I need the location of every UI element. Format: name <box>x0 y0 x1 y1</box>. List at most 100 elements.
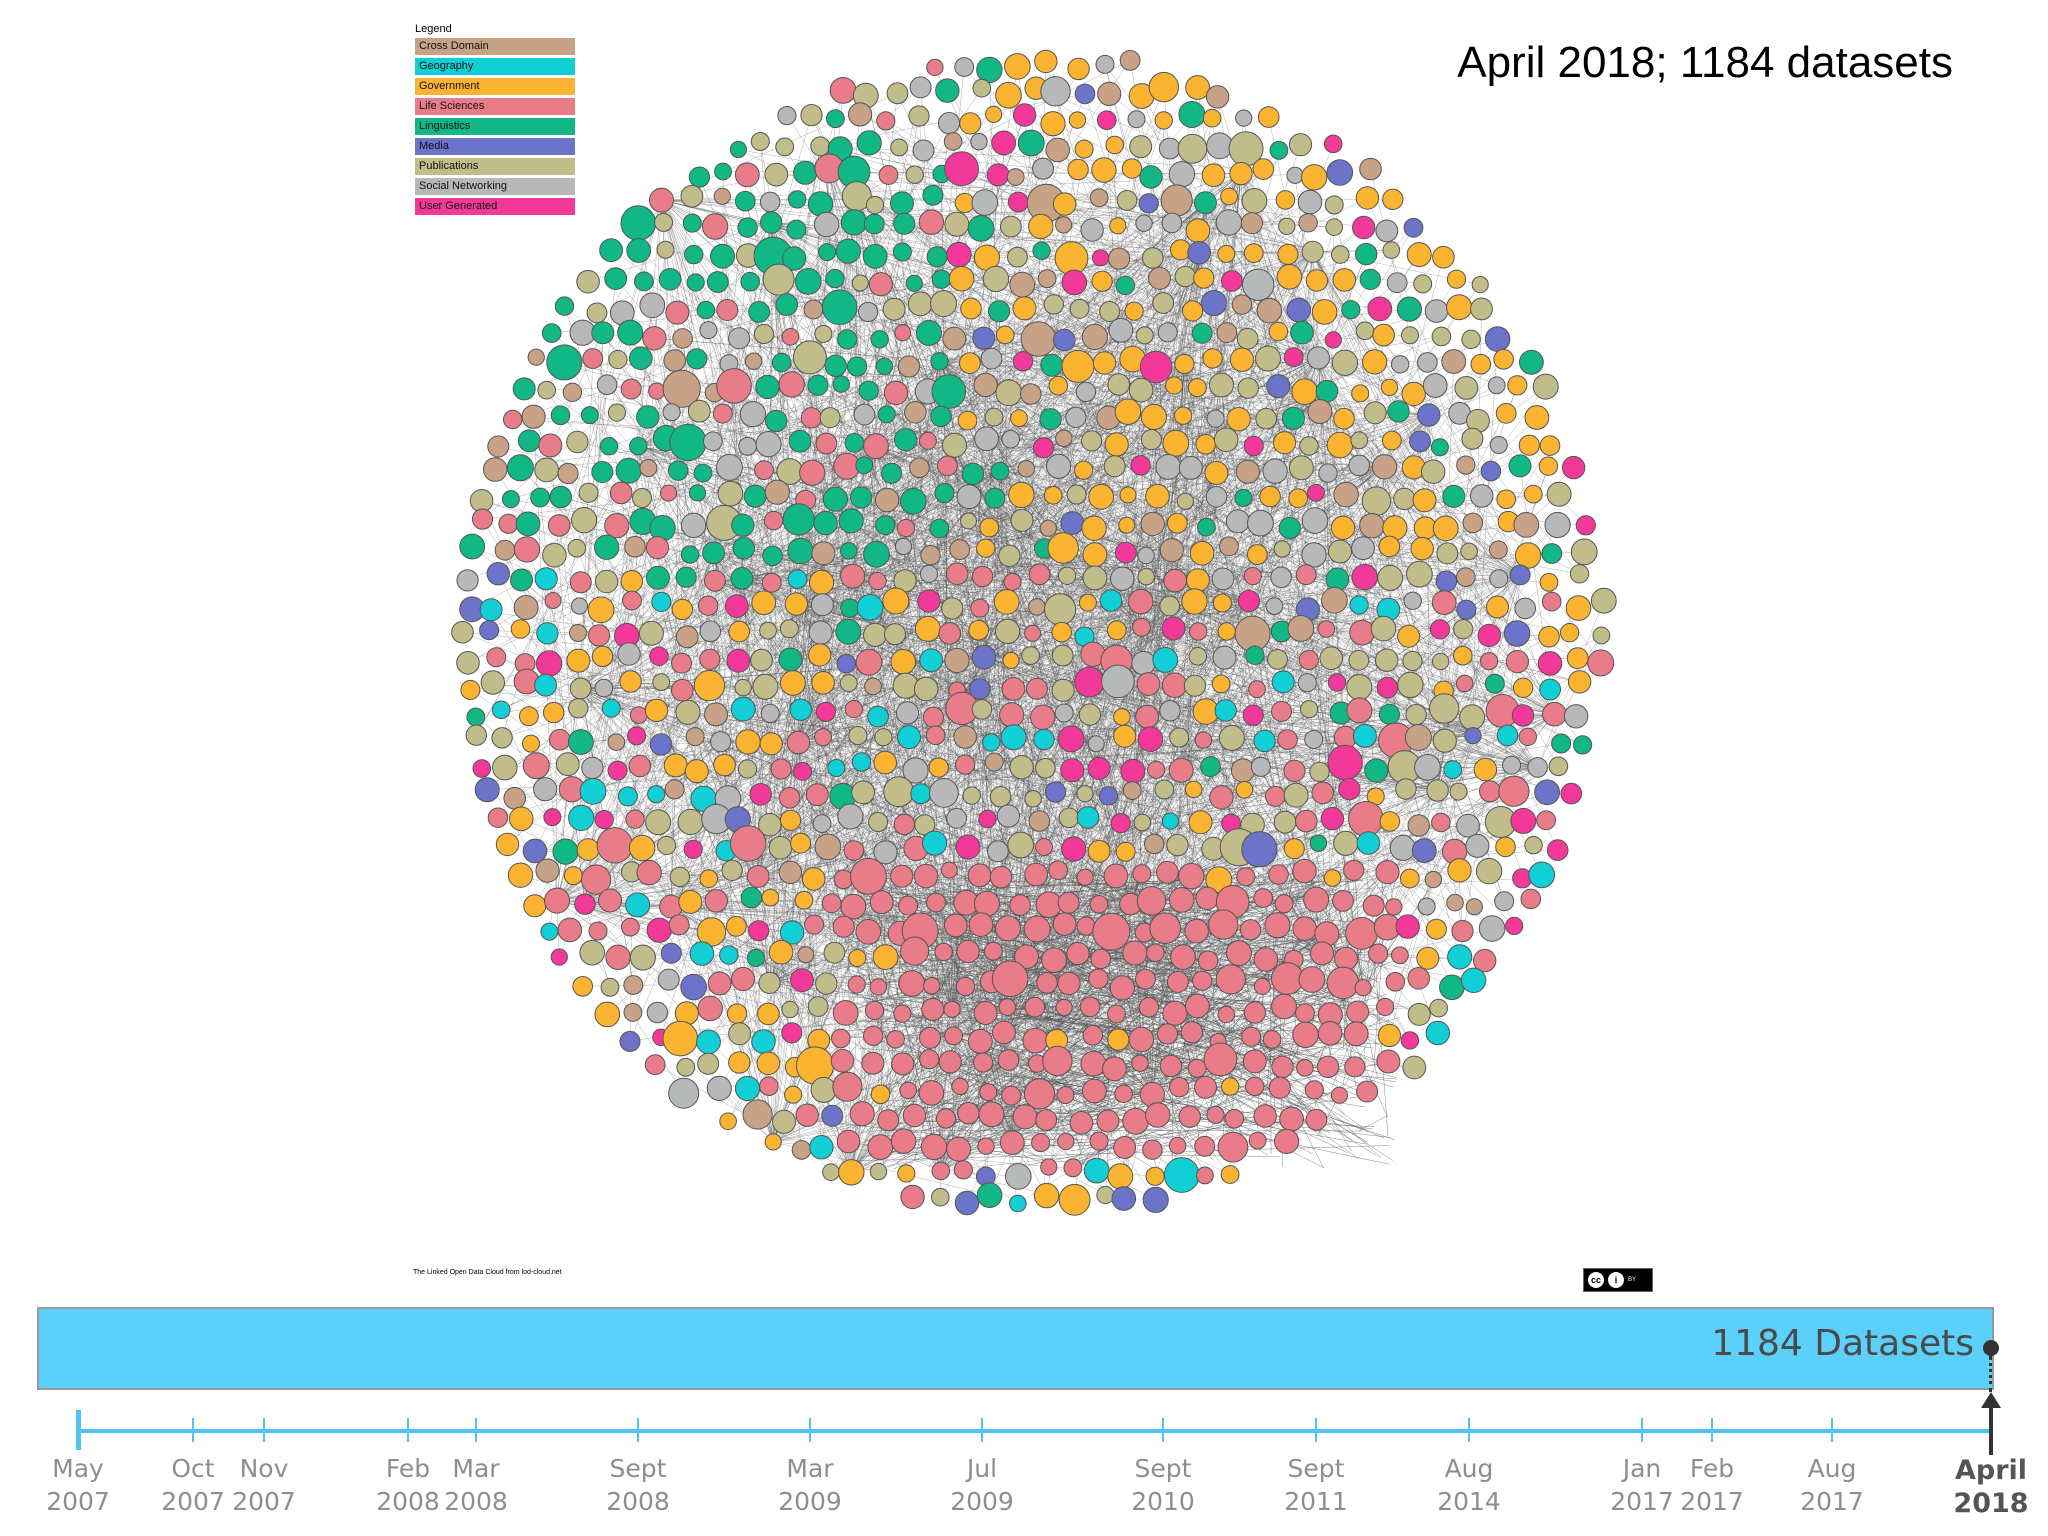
dataset-node <box>839 674 858 693</box>
dataset-node <box>689 941 715 966</box>
dataset-node <box>1432 728 1457 753</box>
dataset-node <box>1503 620 1531 647</box>
dataset-node <box>1274 1128 1300 1155</box>
dataset-node <box>812 814 832 833</box>
dataset-node <box>1128 588 1154 615</box>
dataset-node <box>739 401 767 428</box>
dataset-node <box>1326 159 1354 186</box>
dataset-node <box>1333 830 1359 856</box>
dataset-node <box>1081 430 1103 452</box>
dataset-node <box>752 673 779 700</box>
dataset-node <box>967 215 995 242</box>
dataset-node <box>931 374 967 409</box>
dataset-node <box>832 1000 859 1026</box>
dataset-node <box>1391 946 1409 965</box>
dataset-node <box>809 1135 834 1160</box>
dataset-node <box>1057 725 1085 753</box>
dataset-node <box>1375 860 1400 885</box>
dataset-node <box>956 484 982 510</box>
dataset-node <box>1479 780 1501 803</box>
dataset-node <box>869 1162 888 1181</box>
dataset-node <box>781 328 800 346</box>
dataset-node <box>1078 593 1097 612</box>
dataset-node <box>1001 677 1026 701</box>
dataset-node <box>1118 516 1136 534</box>
dataset-node <box>1074 666 1105 698</box>
dataset-node <box>967 863 992 888</box>
dataset-node <box>1168 757 1194 783</box>
dataset-node <box>1354 979 1372 997</box>
dataset-node <box>571 506 598 534</box>
dataset-node <box>1278 516 1301 540</box>
dataset-node <box>1159 700 1181 722</box>
dataset-node <box>1416 946 1440 970</box>
dataset-node <box>955 976 976 997</box>
dataset-node <box>728 1051 751 1074</box>
dataset-node <box>1074 460 1094 480</box>
dataset-node <box>646 1001 669 1024</box>
dataset-node <box>1351 536 1375 561</box>
dataset-node <box>790 832 812 854</box>
dataset-node <box>861 1051 885 1075</box>
dataset-node <box>831 1028 851 1049</box>
dataset-node <box>662 369 701 408</box>
dataset-node <box>1262 458 1288 484</box>
dataset-node <box>507 862 534 888</box>
dataset-node <box>782 246 807 271</box>
dataset-node <box>870 330 889 349</box>
dataset-node <box>850 857 887 895</box>
dataset-node <box>1567 670 1592 694</box>
dataset-node <box>699 321 718 340</box>
dataset-node <box>607 733 626 752</box>
dataset-node <box>713 187 731 205</box>
dataset-node <box>1334 946 1358 971</box>
dataset-node <box>869 978 887 996</box>
dataset-node <box>686 273 705 292</box>
dataset-node <box>882 297 906 321</box>
dataset-node <box>730 696 756 722</box>
dataset-node <box>1532 373 1559 400</box>
dataset-node <box>1221 270 1243 292</box>
dataset-node <box>1196 1166 1214 1185</box>
dataset-node <box>494 539 516 561</box>
dataset-node <box>1246 544 1268 565</box>
dataset-node <box>771 352 792 373</box>
dataset-node <box>1539 572 1559 592</box>
dataset-node <box>759 732 783 756</box>
dataset-node <box>1281 406 1306 430</box>
dataset-node <box>931 1161 951 1181</box>
dataset-node <box>1469 484 1494 508</box>
dataset-node <box>759 621 777 640</box>
dataset-node <box>1037 269 1057 289</box>
dataset-node <box>800 104 823 127</box>
dataset-node <box>617 319 644 346</box>
dataset-node <box>644 698 669 722</box>
dataset-node <box>1091 270 1113 292</box>
dataset-node <box>1496 724 1519 747</box>
dataset-node <box>1250 756 1271 777</box>
dataset-node <box>1446 294 1473 321</box>
dataset-node <box>1569 564 1590 584</box>
dataset-node <box>696 1029 721 1055</box>
timeline-label-year: 2014 <box>1437 1487 1501 1516</box>
dataset-node <box>660 484 677 502</box>
dataset-node <box>1110 566 1135 591</box>
dataset-node <box>512 377 536 401</box>
dataset-node <box>1382 241 1401 259</box>
dataset-node <box>1331 245 1350 264</box>
dataset-node <box>1441 349 1467 374</box>
dataset-node <box>487 435 510 458</box>
dataset-node <box>1587 649 1615 677</box>
dataset-node <box>645 536 670 560</box>
dataset-node <box>1253 977 1271 995</box>
dataset-node <box>894 428 918 452</box>
dataset-node <box>1046 453 1072 479</box>
dataset-node <box>1372 323 1395 347</box>
dataset-node <box>1184 780 1203 799</box>
dataset-node <box>665 300 690 325</box>
dataset-node <box>1402 650 1423 672</box>
dataset-node <box>1253 947 1279 972</box>
dataset-node <box>724 594 749 618</box>
dataset-node <box>790 968 814 993</box>
dataset-node <box>799 459 826 486</box>
